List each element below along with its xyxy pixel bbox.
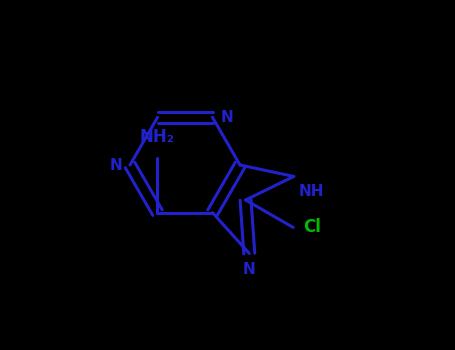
Text: N: N (243, 261, 256, 276)
Text: Cl: Cl (303, 218, 321, 237)
Text: NH₂: NH₂ (140, 128, 175, 146)
Text: NH: NH (299, 184, 324, 200)
Text: N: N (221, 110, 233, 125)
Text: N: N (109, 158, 122, 173)
